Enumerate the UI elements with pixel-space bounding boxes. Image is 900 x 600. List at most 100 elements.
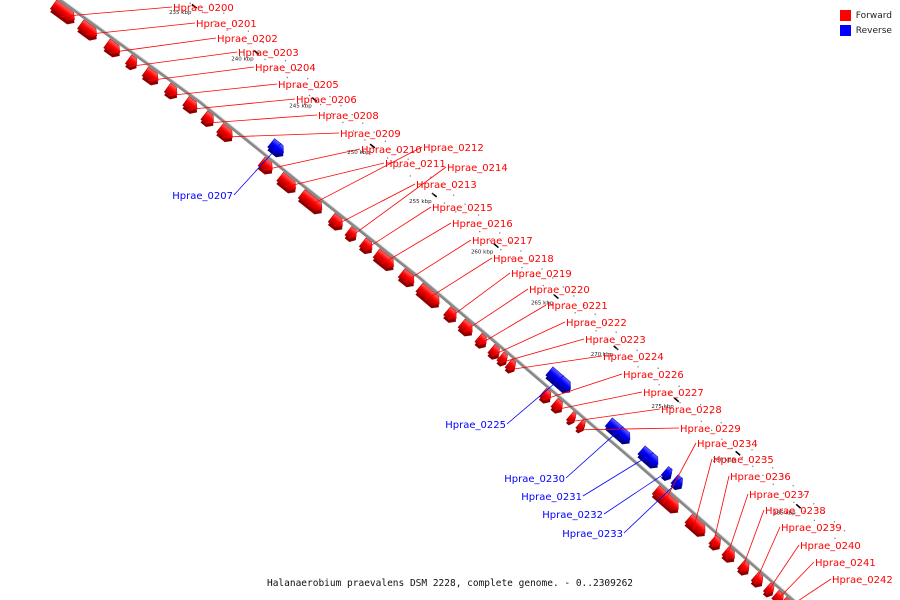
gene-arrow-hprae_0227[interactable] bbox=[549, 397, 567, 416]
minor-tick bbox=[730, 431, 733, 433]
gene-label-hprae_0209[interactable]: Hprae_0209 bbox=[340, 129, 401, 140]
gene-label-hprae_0232[interactable]: Hprae_0232 bbox=[542, 510, 603, 521]
gene-label-hprae_0237[interactable]: Hprae_0237 bbox=[749, 490, 810, 501]
gene-label-hprae_0226[interactable]: Hprae_0226 bbox=[623, 370, 684, 381]
minor-tick bbox=[772, 483, 775, 486]
gene-label-hprae_0217[interactable]: Hprae_0217 bbox=[472, 236, 533, 247]
gene-label-hprae_0242[interactable]: Hprae_0242 bbox=[832, 575, 893, 586]
gene-label-hprae_0219[interactable]: Hprae_0219 bbox=[511, 269, 572, 280]
gene-arrow-hprae_0202[interactable] bbox=[102, 38, 124, 60]
gene-label-hprae_0216[interactable]: Hprae_0216 bbox=[452, 219, 513, 230]
minor-tick bbox=[626, 357, 629, 359]
gene-label-hprae_0201[interactable]: Hprae_0201 bbox=[196, 19, 257, 30]
gene-label-hprae_0212[interactable]: Hprae_0212 bbox=[423, 143, 484, 154]
minor-tick bbox=[658, 384, 660, 386]
minor-tick bbox=[574, 312, 576, 314]
gene-label-hprae_0210[interactable]: Hprae_0210 bbox=[361, 145, 422, 156]
leader-line bbox=[447, 272, 511, 320]
gene-label-hprae_0233[interactable]: Hprae_0233 bbox=[562, 529, 623, 540]
gene-label-hprae_0234[interactable]: Hprae_0234 bbox=[697, 439, 758, 450]
gene-arrow-hprae_0230[interactable] bbox=[603, 417, 634, 448]
legend-item-reverse: Reverse bbox=[839, 23, 892, 38]
gene-label-hprae_0211[interactable]: Hprae_0211 bbox=[385, 159, 446, 170]
gene-label-hprae_0223[interactable]: Hprae_0223 bbox=[585, 335, 646, 346]
gene-arrow-hprae_0219[interactable] bbox=[442, 306, 461, 326]
gene-features bbox=[49, 0, 794, 600]
minor-tick bbox=[286, 76, 289, 79]
gene-arrow-hprae_0215[interactable] bbox=[358, 237, 377, 257]
gene-arrow-hprae_0225[interactable] bbox=[544, 366, 575, 397]
minor-tick bbox=[210, 3, 213, 5]
gene-label-hprae_0204[interactable]: Hprae_0204 bbox=[255, 63, 316, 74]
gene-arrow-hprae_0206[interactable] bbox=[181, 96, 202, 116]
gene-arrow-hprae_0216[interactable] bbox=[371, 248, 398, 274]
leader-line bbox=[222, 132, 340, 138]
leader-line bbox=[308, 146, 423, 207]
gene-label-hprae_0224[interactable]: Hprae_0224 bbox=[603, 352, 664, 363]
gene-body bbox=[141, 66, 159, 83]
minor-tick bbox=[595, 330, 597, 332]
major-tick bbox=[311, 96, 318, 103]
tick-label: 285 kbp bbox=[773, 510, 796, 516]
gene-arrow-hprae_0217[interactable] bbox=[396, 268, 418, 291]
minor-tick bbox=[308, 94, 311, 97]
minor-tick bbox=[396, 149, 398, 151]
minor-tick bbox=[364, 139, 366, 141]
gene-arrow-hprae_0233[interactable] bbox=[669, 474, 687, 493]
gene-label-hprae_0208[interactable]: Hprae_0208 bbox=[318, 111, 379, 122]
gene-label-hprae_0231[interactable]: Hprae_0231 bbox=[521, 492, 582, 503]
gene-arrow-hprae_0224[interactable] bbox=[503, 358, 519, 376]
gene-label-hprae_0214[interactable]: Hprae_0214 bbox=[447, 163, 508, 174]
gene-label-hprae_0200[interactable]: Hprae_0200 bbox=[173, 3, 234, 14]
gene-arrow-hprae_0210[interactable] bbox=[256, 156, 277, 178]
gene-label-hprae_0225[interactable]: Hprae_0225 bbox=[445, 420, 506, 431]
gene-label-hprae_0238[interactable]: Hprae_0238 bbox=[765, 506, 826, 517]
gene-label-hprae_0206[interactable]: Hprae_0206 bbox=[296, 95, 357, 106]
gene-label-hprae_0229[interactable]: Hprae_0229 bbox=[680, 424, 741, 435]
gene-arrow-hprae_0236[interactable] bbox=[707, 534, 725, 553]
gene-arrow-hprae_0221[interactable] bbox=[473, 332, 491, 351]
legend-label-forward: Forward bbox=[855, 10, 892, 21]
gene-label-hprae_0228[interactable]: Hprae_0228 bbox=[661, 405, 722, 416]
gene-label-hprae_0240[interactable]: Hprae_0240 bbox=[800, 541, 861, 552]
gene-label-hprae_0241[interactable]: Hprae_0241 bbox=[815, 558, 876, 569]
gene-label-hprae_0221[interactable]: Hprae_0221 bbox=[547, 301, 608, 312]
gene-label-hprae_0213[interactable]: Hprae_0213 bbox=[416, 180, 477, 191]
gene-arrow-hprae_0223[interactable] bbox=[495, 351, 511, 369]
leader-line bbox=[110, 37, 217, 53]
gene-label-hprae_0236[interactable]: Hprae_0236 bbox=[730, 472, 791, 483]
gene-label-hprae_0218[interactable]: Hprae_0218 bbox=[493, 254, 554, 265]
gene-arrow-hprae_0228[interactable] bbox=[565, 411, 580, 427]
gene-label-hprae_0227[interactable]: Hprae_0227 bbox=[643, 388, 704, 399]
gene-labels: Hprae_0200 Hprae_0201 Hprae_0202 Hprae_0203… bbox=[172, 3, 892, 586]
minor-tick bbox=[721, 438, 723, 441]
gene-label-hprae_0202[interactable]: Hprae_0202 bbox=[217, 34, 278, 45]
minor-tick bbox=[500, 248, 502, 251]
gene-label-hprae_0205[interactable]: Hprae_0205 bbox=[278, 80, 339, 91]
gene-label-hprae_0215[interactable]: Hprae_0215 bbox=[432, 203, 493, 214]
minor-tick bbox=[455, 211, 457, 213]
gene-arrow-hprae_0231[interactable] bbox=[636, 445, 663, 472]
gene-label-hprae_0203[interactable]: Hprae_0203 bbox=[238, 48, 299, 59]
minor-tick bbox=[273, 51, 276, 53]
minor-tick bbox=[813, 503, 815, 505]
gene-label-hprae_0230[interactable]: Hprae_0230 bbox=[504, 474, 565, 485]
gene-arrow-hprae_0201[interactable] bbox=[76, 19, 102, 44]
gene-label-hprae_0235[interactable]: Hprae_0235 bbox=[713, 455, 774, 466]
gene-arrow-hprae_0204[interactable] bbox=[140, 66, 162, 88]
gene-arrow-hprae_0214[interactable] bbox=[343, 226, 361, 244]
reverse-swatch bbox=[839, 25, 851, 36]
gene-arrow-hprae_0218[interactable] bbox=[414, 282, 444, 311]
gene-arrow-hprae_0208[interactable] bbox=[199, 110, 218, 130]
leader-line bbox=[765, 544, 800, 595]
gene-arrow-hprae_0229[interactable] bbox=[574, 419, 589, 435]
gene-label-hprae_0207[interactable]: Hprae_0207 bbox=[172, 191, 233, 202]
gene-arrow-hprae_0209[interactable] bbox=[215, 123, 237, 146]
gene-arrow-hprae_0220[interactable] bbox=[456, 318, 477, 340]
gene-label-hprae_0222[interactable]: Hprae_0222 bbox=[566, 318, 627, 329]
gene-label-hprae_0220[interactable]: Hprae_0220 bbox=[529, 285, 590, 296]
gene-label-hprae_0239[interactable]: Hprae_0239 bbox=[781, 523, 842, 534]
minor-tick bbox=[226, 29, 228, 31]
